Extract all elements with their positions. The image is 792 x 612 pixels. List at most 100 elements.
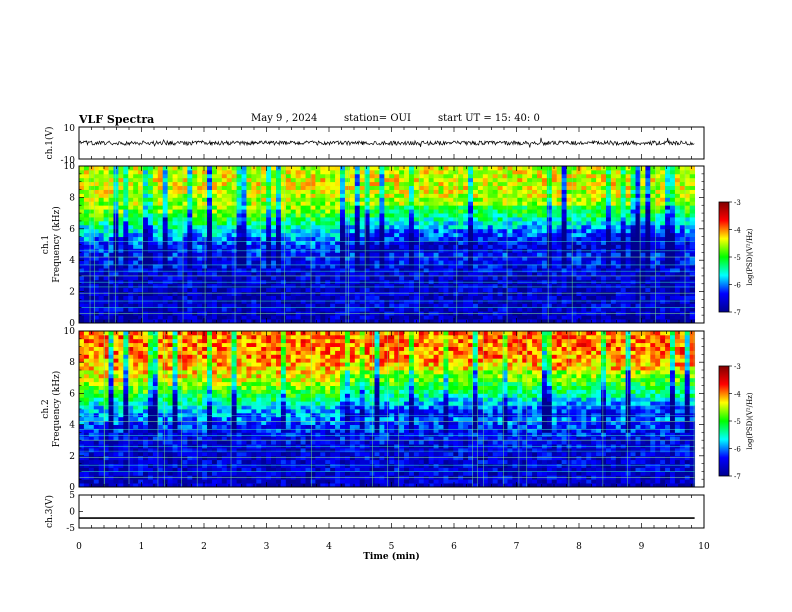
spectrogram-cell	[625, 275, 631, 281]
spectrogram-cell	[374, 209, 380, 214]
spectrogram-cell	[256, 252, 262, 257]
spectrogram-cell	[261, 173, 267, 179]
spectrogram-cell	[364, 268, 370, 273]
spectrogram-cell	[128, 185, 134, 190]
spectrogram-cell	[384, 291, 390, 296]
spectrogram-cell	[640, 271, 646, 277]
spectrogram-cell	[88, 185, 95, 190]
spectrogram-cell	[211, 303, 218, 308]
spectrogram-cell	[256, 193, 262, 198]
spectrogram-cell	[670, 287, 676, 293]
spectrogram-cell	[576, 307, 582, 312]
spectrogram-cell	[241, 217, 247, 222]
spectrogram-cell	[408, 299, 415, 304]
spectrogram-cell	[300, 268, 306, 273]
spectrogram-cell	[192, 319, 198, 324]
spectrogram-cell	[172, 205, 178, 210]
spectrogram-cell	[251, 193, 257, 198]
spectrogram-cell	[349, 201, 356, 206]
spectrogram-cell	[236, 201, 242, 206]
spectrogram-cell	[497, 260, 503, 265]
spectrogram-cell	[207, 181, 213, 187]
spectrogram-cell	[256, 319, 262, 324]
spectrogram-cell	[88, 220, 95, 226]
spectrogram-cell	[83, 177, 90, 183]
spectrogram-cell	[492, 193, 499, 198]
spectrogram-cell	[679, 220, 686, 226]
spectrogram-cell	[487, 173, 494, 179]
spectrogram-cell	[143, 291, 149, 296]
spectrogram-cell	[197, 193, 203, 198]
spectrogram-cell	[182, 185, 188, 190]
spectrogram-cell	[98, 264, 105, 269]
spectrogram-cell	[152, 228, 159, 234]
spectrogram-cell	[507, 185, 513, 190]
spectrogram-cell	[147, 213, 154, 218]
spectrogram-cell	[601, 268, 607, 273]
spectrogram-cell	[610, 283, 617, 289]
spectrogram-cell	[157, 236, 164, 241]
spectrogram-cell	[546, 319, 553, 324]
spectrogram-cell	[394, 177, 400, 183]
spectrogram-cell	[482, 205, 489, 210]
spectrogram-cell	[113, 217, 119, 222]
spectrogram-cell	[138, 264, 144, 269]
spectrogram-cell	[586, 283, 592, 289]
spectrogram-cell	[138, 197, 144, 202]
spectrogram-cell	[620, 260, 627, 265]
spectrogram-cell	[266, 228, 272, 234]
spectrogram-cell	[285, 181, 292, 187]
spectrogram-cell	[512, 185, 518, 190]
spectrogram-cell	[300, 252, 306, 257]
spectrogram-cell	[581, 307, 587, 312]
spectrogram-cell	[103, 217, 109, 222]
spectrogram-cell	[88, 236, 95, 241]
spectrogram-cell	[482, 224, 489, 230]
spectrogram-cell	[290, 307, 297, 312]
spectrogram-cell	[561, 244, 567, 249]
spectrogram-cell	[182, 260, 188, 265]
spectrogram-cell	[640, 166, 646, 171]
spectrogram-cell	[325, 275, 331, 281]
spectrogram-cell	[665, 232, 671, 238]
spectrogram-cell	[512, 252, 518, 257]
spectrogram-cell	[610, 173, 617, 179]
spectrogram-cell	[241, 205, 247, 210]
spectrogram-cell	[295, 185, 302, 190]
spectrogram-cell	[359, 166, 366, 171]
spectrogram-cell	[305, 275, 311, 281]
spectrogram-cell	[507, 315, 513, 320]
spectrogram-cell	[394, 224, 400, 230]
spectrogram-cell	[241, 252, 247, 257]
spectrogram-cell	[413, 228, 420, 234]
spectrogram-cell	[133, 319, 139, 324]
spectrogram-cell	[477, 189, 484, 194]
spectrogram-cell	[241, 220, 247, 226]
spectrogram-cell	[216, 205, 223, 210]
spectrogram-cell	[655, 315, 661, 320]
spectrogram-cell	[468, 201, 474, 206]
spectrogram-cell	[187, 319, 193, 324]
spectrogram-cell	[88, 177, 95, 183]
spectrogram-cell	[88, 205, 95, 210]
spectrogram-cell	[581, 181, 587, 187]
spectrogram-cell	[468, 209, 474, 214]
spectrogram-cell	[689, 319, 696, 324]
spectrogram-cell	[438, 244, 444, 249]
spectrogram-cell	[399, 166, 405, 171]
spectrogram-cell	[404, 256, 410, 261]
spectrogram-cell	[497, 205, 503, 210]
spectrogram-cell	[507, 205, 513, 210]
spectrogram-cell	[527, 193, 533, 198]
spectrogram-cell	[423, 201, 430, 206]
spectrogram-cell	[689, 209, 696, 214]
spectrogram-cell	[522, 252, 528, 257]
spectrogram-cell	[497, 169, 503, 175]
spectrogram-cell	[512, 236, 518, 241]
spectrogram-cell	[83, 228, 90, 234]
spectrogram-cell	[167, 205, 173, 210]
spectrogram-cell	[527, 319, 533, 324]
spectrogram-cell	[295, 209, 302, 214]
spectrogram-cell	[433, 275, 439, 281]
spectrogram-cell	[438, 177, 444, 183]
